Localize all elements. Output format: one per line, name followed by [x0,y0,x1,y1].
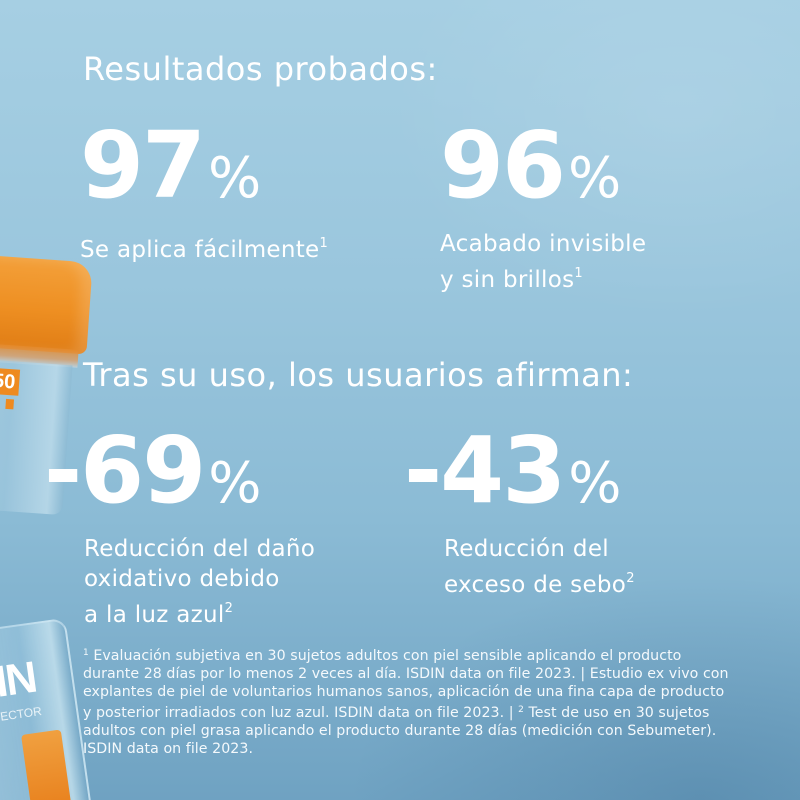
footnote-marker: 1 [83,648,89,658]
stat-value: -43% [404,425,635,530]
footnote-ref: 2 [626,571,635,586]
footnote-line: 1 Evaluación subjetiva en 30 sujetos adu… [83,644,783,665]
stat-invisible-finish: 96% Acabado invisible y sin brillos1 [440,120,646,295]
jar-lid [0,247,93,355]
footnote-marker: 2 [518,705,524,715]
jar-label: 50 [0,367,21,396]
footnote-ref: 1 [574,266,583,281]
desc-line: oxidativo debido [84,566,280,592]
footnote-line: durante 28 días por lo menos 2 veces al … [83,666,729,682]
footnote-text: 1 Evaluación subjetiva en 30 sujetos adu… [83,644,783,758]
stat-value: 96% [440,120,646,225]
section-heading-results: Resultados probados: [83,50,438,88]
footnote-line: explantes de piel de voluntarios humanos… [83,684,725,700]
stat-description: Reducción del daño oxidativo debido a la… [44,534,315,630]
desc-line: a la luz azul [84,602,225,628]
stat-description: Reducción del exceso de sebo2 [404,534,635,600]
jar-brand: IN [0,652,39,707]
section-heading-users: Tras su uso, los usuarios afirman: [83,356,634,394]
percent-sign: % [568,451,622,516]
desc-line: y sin brillos [440,267,575,293]
footnote-line: ISDIN data on file 2023. [83,741,254,757]
footnote-line: adultos con piel grasa aplicando el prod… [83,723,717,739]
footnote-ref: 2 [224,601,234,616]
stat-description: Acabado invisible y sin brillos1 [440,229,646,295]
stat-number: 96 [440,112,566,219]
footnote-line-text: y posterior irradiados con luz azul. ISD… [83,705,519,721]
stat-oxidative-damage: -69% Reducción del daño oxidativo debido… [44,425,315,630]
desc-line: exceso de sebo [444,572,627,598]
stat-easy-apply: 97% Se aplica fácilmente1 [80,120,328,265]
stat-value: -69% [44,425,315,530]
percent-sign: % [208,146,262,211]
footnote-line-text: Evaluación subjetiva en 30 sujetos adult… [88,648,682,664]
percent-sign: % [568,146,622,211]
stat-number: -69 [44,417,206,524]
jar-label-mark [5,398,15,410]
desc-line: Acabado invisible [440,231,647,257]
desc-line: Se aplica fácilmente [80,237,320,263]
stat-number: -43 [404,417,566,524]
stat-description: Se aplica fácilmente1 [80,229,328,265]
footnote-ref: 1 [319,236,329,251]
desc-line: Reducción del [444,536,609,562]
stat-value: 97% [80,120,328,225]
stat-number: 97 [80,112,206,219]
desc-line: Reducción del daño [84,536,316,562]
footnote-line-text: Test de uso en 30 sujetos [523,705,710,721]
footnote-line: y posterior irradiados con luz azul. ISD… [83,701,783,722]
stat-sebum-reduction: -43% Reducción del exceso de sebo2 [404,425,635,600]
percent-sign: % [208,451,262,516]
